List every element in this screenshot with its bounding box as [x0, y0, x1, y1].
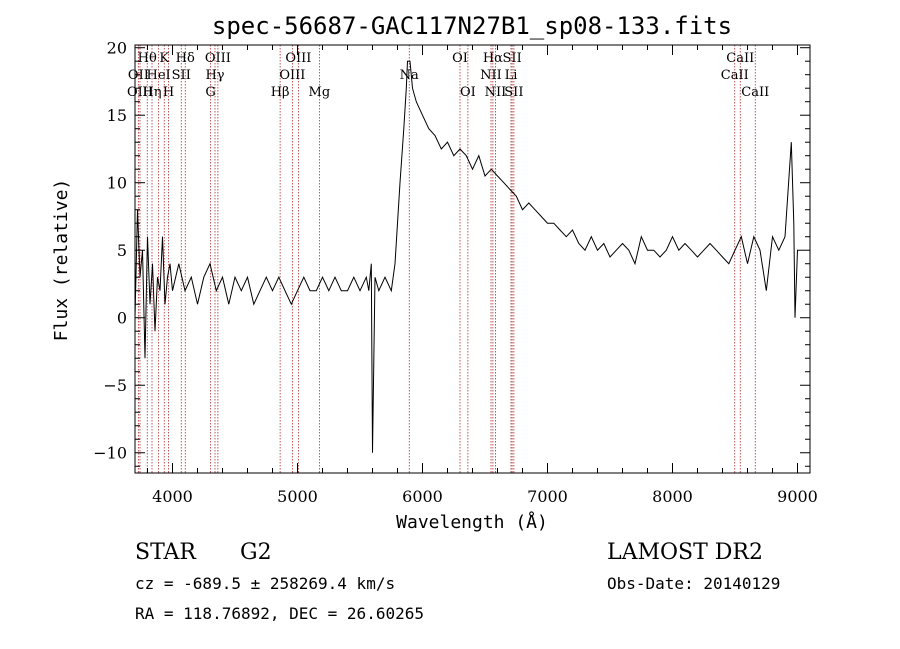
y-tick-label: 15: [107, 106, 127, 125]
line-label: Hδ: [176, 51, 195, 66]
line-label: Hα: [483, 51, 503, 66]
line-label: OIII: [285, 51, 311, 66]
axis-ticks: 4000 5000 6000 7000 8000 9000 −10 −5 0 5 10 15 20: [93, 39, 818, 506]
line-label: SII: [172, 68, 191, 83]
spectrum-line: [134, 60, 800, 453]
line-label: Na: [400, 68, 419, 83]
line-label: Li: [505, 68, 518, 83]
y-tick-label: −5: [103, 376, 127, 395]
obs-date: Obs-Date: 20140129: [607, 574, 781, 593]
line-label: H: [163, 85, 174, 100]
line-label: NII: [480, 68, 502, 83]
line-label: NII: [485, 85, 507, 100]
x-tick-label: 5000: [277, 487, 318, 506]
cz-value: cz = -689.5 ± 258269.4 km/s: [135, 574, 396, 593]
object-class: STAR: [135, 540, 196, 565]
line-label: OIII: [279, 68, 305, 83]
line-label: OIII: [127, 85, 153, 100]
line-label: Mg: [309, 85, 331, 100]
line-label: K: [159, 51, 169, 66]
line-label: Hη: [142, 85, 161, 100]
x-tick-label: 6000: [402, 487, 443, 506]
line-markers: [137, 45, 756, 473]
line-labels: Hθ OII OIII K Hη HeI H SII Hδ OIII Hγ G Hβ OIII OIII Mg…: [127, 51, 769, 100]
line-label: OI: [460, 85, 476, 100]
line-label: OI: [452, 51, 468, 66]
line-label: SII: [503, 51, 522, 66]
y-tick-label: 10: [107, 174, 127, 193]
x-tick-label: 9000: [777, 487, 818, 506]
chart-title: spec-56687-GAC117N27B1_sp08-133.fits: [212, 12, 732, 40]
y-tick-label: 0: [117, 309, 127, 328]
ra-dec: RA = 118.76892, DEC = 26.60265: [135, 604, 424, 623]
x-tick-label: 4000: [152, 487, 193, 506]
object-subclass: G2: [240, 540, 272, 565]
line-label: CaII: [721, 68, 749, 83]
y-axis-label: Flux (relative): [51, 179, 72, 342]
line-label: OII: [128, 68, 149, 83]
plot-frame: [134, 44, 811, 474]
line-label: CaII: [741, 85, 769, 100]
x-axis-label: Wavelength (Å): [396, 511, 548, 533]
line-label: G: [205, 85, 215, 100]
line-label: HeI: [147, 68, 171, 83]
y-tick-label: −10: [93, 444, 127, 463]
line-label: Hγ: [205, 68, 224, 83]
survey-name: LAMOST DR2: [607, 540, 763, 565]
line-label: Hβ: [271, 85, 290, 100]
x-tick-label: 7000: [527, 487, 568, 506]
y-tick-label: 5: [117, 241, 127, 260]
y-tick-label: 20: [107, 39, 127, 58]
line-label: SII: [504, 85, 523, 100]
line-label: Hθ: [138, 51, 157, 66]
line-label: CaII: [726, 51, 754, 66]
line-label: OIII: [205, 51, 231, 66]
x-tick-label: 8000: [652, 487, 693, 506]
